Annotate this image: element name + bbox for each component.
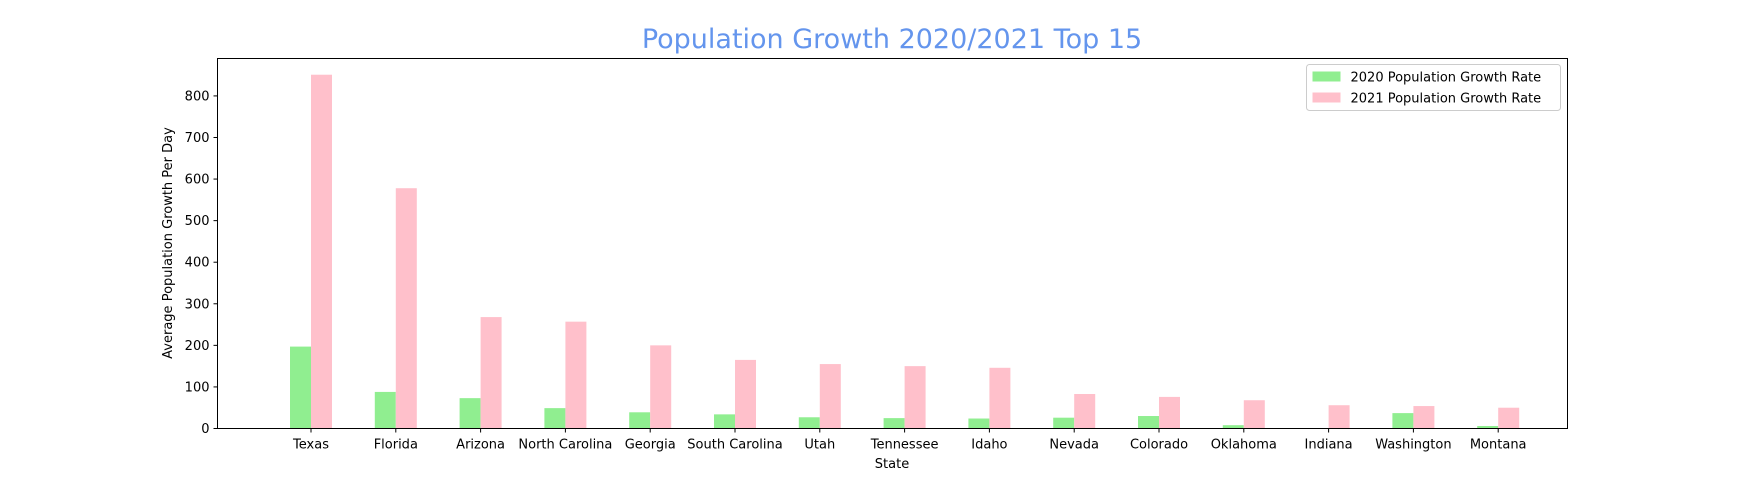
x-axis: Texas Florida Arizona North Carolina Georgia…: [292, 428, 1527, 453]
x-tick-label: South Carolina: [687, 438, 782, 453]
bar-2021-florida: [395, 188, 417, 429]
bar-2021-colorado: [1159, 396, 1180, 429]
bar-2021-north-carolina: [565, 321, 587, 429]
bar-2021-washington: [1413, 406, 1435, 429]
x-tick-label: Utah: [804, 438, 835, 453]
x-tick-label: Montana: [1470, 438, 1527, 453]
x-tick-label: Georgia: [625, 438, 676, 453]
bar-2020-tennessee: [883, 418, 905, 429]
plot-area: [290, 74, 1520, 429]
bar-2020-south-carolina: [714, 414, 735, 429]
bar-2020-florida: [374, 391, 396, 429]
x-tick-label: North Carolina: [518, 438, 612, 453]
legend-box: [1306, 64, 1561, 111]
y-tick-label: 400: [185, 256, 210, 271]
y-tick-label: 500: [185, 214, 210, 229]
x-tick-label: Idaho: [971, 438, 1007, 453]
bar-2020-oklahoma: [1222, 425, 1244, 429]
bar-2020-washington: [1392, 413, 1414, 429]
legend-label-2021: 2021 Population Growth Rate: [1351, 92, 1542, 107]
bar-2021-montana: [1498, 407, 1520, 429]
bar-2021-tennessee: [904, 366, 926, 429]
bar-2021-texas: [311, 74, 332, 429]
x-tick-label: Tennessee: [870, 438, 939, 453]
y-tick-label: 600: [185, 173, 210, 188]
y-tick-label: 700: [185, 131, 210, 146]
bar-2020-montana: [1477, 426, 1499, 429]
bar-2021-georgia: [650, 345, 672, 429]
bar-2021-arizona: [480, 317, 502, 429]
legend-swatch-2021: [1312, 92, 1341, 103]
legend-label-2020: 2020 Population Growth Rate: [1351, 71, 1542, 86]
bar-2020-idaho: [968, 418, 990, 429]
x-tick-label: Nevada: [1049, 438, 1099, 453]
legend: 2020 Population Growth Rate 2021 Populati…: [1306, 64, 1561, 111]
x-tick-label: Oklahoma: [1211, 438, 1277, 453]
bar-2021-utah: [819, 364, 841, 429]
bar-2021-oklahoma: [1243, 400, 1265, 429]
x-tick-label: Texas: [292, 438, 329, 453]
bar-2020-arizona: [459, 398, 481, 429]
legend-swatch-2020: [1312, 71, 1341, 82]
y-axis: 0 100 200 300 400 500 600 700 800: [185, 89, 218, 437]
x-tick-label: Indiana: [1305, 438, 1353, 453]
bar-2020-colorado: [1138, 416, 1159, 429]
bar-2021-idaho: [989, 367, 1011, 429]
y-axis-label: Average Population Growth Per Day: [161, 127, 176, 359]
y-tick-label: 200: [185, 339, 210, 354]
bar-2020-texas: [290, 346, 311, 429]
x-tick-label: Colorado: [1130, 438, 1188, 453]
bar-2021-nevada: [1074, 393, 1096, 429]
bar-2020-nevada: [1053, 417, 1075, 429]
x-tick-label: Arizona: [456, 438, 505, 453]
bar-2021-indiana: [1328, 405, 1350, 429]
bar-2021-south-carolina: [735, 359, 756, 429]
chart-title: Population Growth 2020/2021 Top 15: [642, 24, 1142, 55]
bar-2020-utah: [798, 417, 820, 429]
y-tick-label: 800: [185, 89, 210, 104]
x-axis-label: State: [875, 457, 909, 472]
x-tick-label: Washington: [1375, 438, 1451, 453]
y-tick-label: 100: [185, 380, 210, 395]
plot-frame: [217, 58, 1568, 429]
x-tick-label: Florida: [374, 438, 418, 453]
y-tick-label: 300: [185, 297, 210, 312]
bar-2020-north-carolina: [544, 408, 566, 429]
y-tick-label: 0: [201, 422, 209, 437]
bar-2020-georgia: [629, 412, 651, 429]
